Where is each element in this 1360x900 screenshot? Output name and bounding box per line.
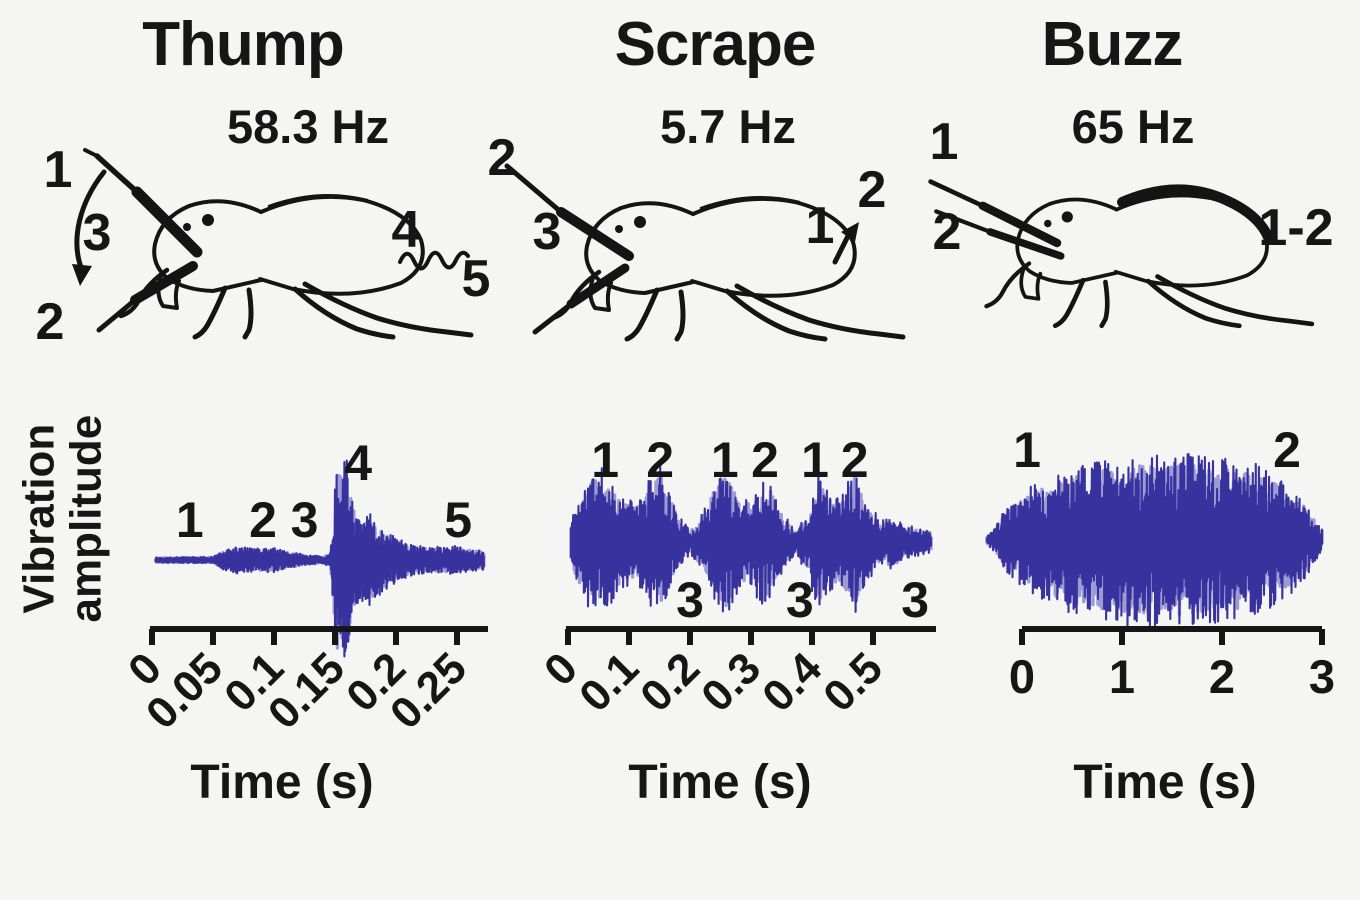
spider-lower-foreleg: [532, 301, 574, 335]
x-tick-label: 0: [1009, 650, 1035, 703]
spider-raised-foreleg: [504, 163, 564, 215]
charts-layer: 00.050.10.150.20.251 2 3451324500.10.20.30…: [36, 113, 1336, 739]
spider-raised-foreleg: [94, 153, 140, 195]
spider-extended-foreleg-1: [978, 201, 1062, 248]
column-title-buzz: Buzz: [1041, 10, 1184, 79]
waveform-number-label: 1: [801, 432, 829, 488]
spider-number-label: 1: [806, 197, 835, 255]
scrape-chart: 00.10.20.30.40.51 2 1 2 1 23 3 323 12: [488, 129, 936, 721]
spider-number-label: 2: [858, 161, 887, 219]
spider-raised-foreleg: [556, 207, 634, 261]
x-tick-label: 0.25: [381, 643, 476, 738]
frequency-label-scrape: 5.7 Hz: [660, 100, 796, 153]
spider-number-label: 2: [488, 129, 517, 187]
buzz-waveform: [985, 452, 1324, 627]
spider-number-label: 3: [83, 204, 112, 262]
frequency-label-thump: 58.3 Hz: [227, 100, 389, 153]
waveform-number-label: 3: [291, 492, 319, 548]
spider-raised-foreleg: [131, 186, 203, 258]
spider-lower-foreleg: [566, 263, 630, 309]
spider-illustration-buzz: [928, 179, 1312, 326]
waveform-number-label: 1: [176, 492, 204, 548]
waveform-number-label: 2: [1273, 422, 1301, 478]
spider-extended-foreleg-1: [928, 179, 985, 209]
waveform-number-label: 1: [591, 432, 619, 488]
column-title-scrape: Scrape: [614, 10, 817, 79]
waveform-number-label: 2: [646, 432, 674, 488]
x-axis-title-thump: Time (s): [190, 756, 374, 809]
spider-illustration-thump: [83, 148, 471, 337]
column-title-thump: Thump: [142, 10, 345, 79]
waveform-number-label: 2: [249, 492, 277, 548]
waveform-number-label: 3: [786, 572, 814, 628]
thump-leg-motion-arc: [74, 169, 107, 273]
spider-number-label: 2: [933, 203, 962, 261]
spider-number-label: 4: [392, 201, 421, 259]
x-tick-label: 3: [1309, 650, 1335, 703]
x-axis-title-scrape: Time (s): [628, 756, 812, 809]
x-tick-label: 0.5: [814, 643, 892, 721]
spider-lower-foreleg: [130, 261, 198, 305]
buzz-chart: 0 1 2 3 1 2 1 2 1-2: [930, 113, 1336, 703]
frequency-label-buzz: 65 Hz: [1071, 100, 1195, 153]
scrape-motion-arrow: [832, 229, 853, 265]
spider-number-label: 1: [44, 141, 73, 199]
spider-illustration-scrape: [504, 163, 903, 339]
spider-extended-foreleg-2: [934, 209, 993, 234]
buzz-abdomen-vibration-arc: [1117, 184, 1275, 245]
scrape-waveform: [569, 464, 933, 613]
spider-number-label: 5: [462, 250, 491, 308]
spider-number-label: 1-2: [1258, 199, 1333, 257]
x-tick-label: 2: [1209, 650, 1235, 703]
thump-vibration-squiggle: [398, 250, 470, 271]
waveform-number-label: 5: [444, 492, 472, 548]
x-tick-label: 0.15: [259, 643, 354, 738]
waveform-number-label: 3: [676, 572, 704, 628]
spider-raised-foreleg: [83, 148, 99, 158]
x-axis-title-buzz: Time (s): [1073, 756, 1257, 809]
waveform-number-label: 3: [901, 572, 929, 628]
x-tick-label: 0.05: [137, 643, 232, 738]
spider-number-label: 1: [930, 113, 959, 171]
scrape-motion-arrowhead: [841, 222, 859, 242]
waveform-number-label: 2: [841, 432, 869, 488]
spider-number-label: 2: [36, 293, 65, 351]
spider-extended-foreleg-2: [986, 228, 1065, 260]
spider-number-label: 3: [533, 203, 562, 261]
spider-lower-foreleg: [96, 297, 138, 333]
waveform-number-label: 1: [711, 432, 739, 488]
x-tick-label: 1: [1109, 650, 1135, 703]
thump-motion-arrowhead: [72, 264, 92, 286]
waveform-number-label: 4: [344, 435, 372, 491]
waveform-number-label: 1: [1013, 422, 1041, 478]
waveform-number-label: 2: [751, 432, 779, 488]
thump-waveform: [154, 459, 485, 658]
